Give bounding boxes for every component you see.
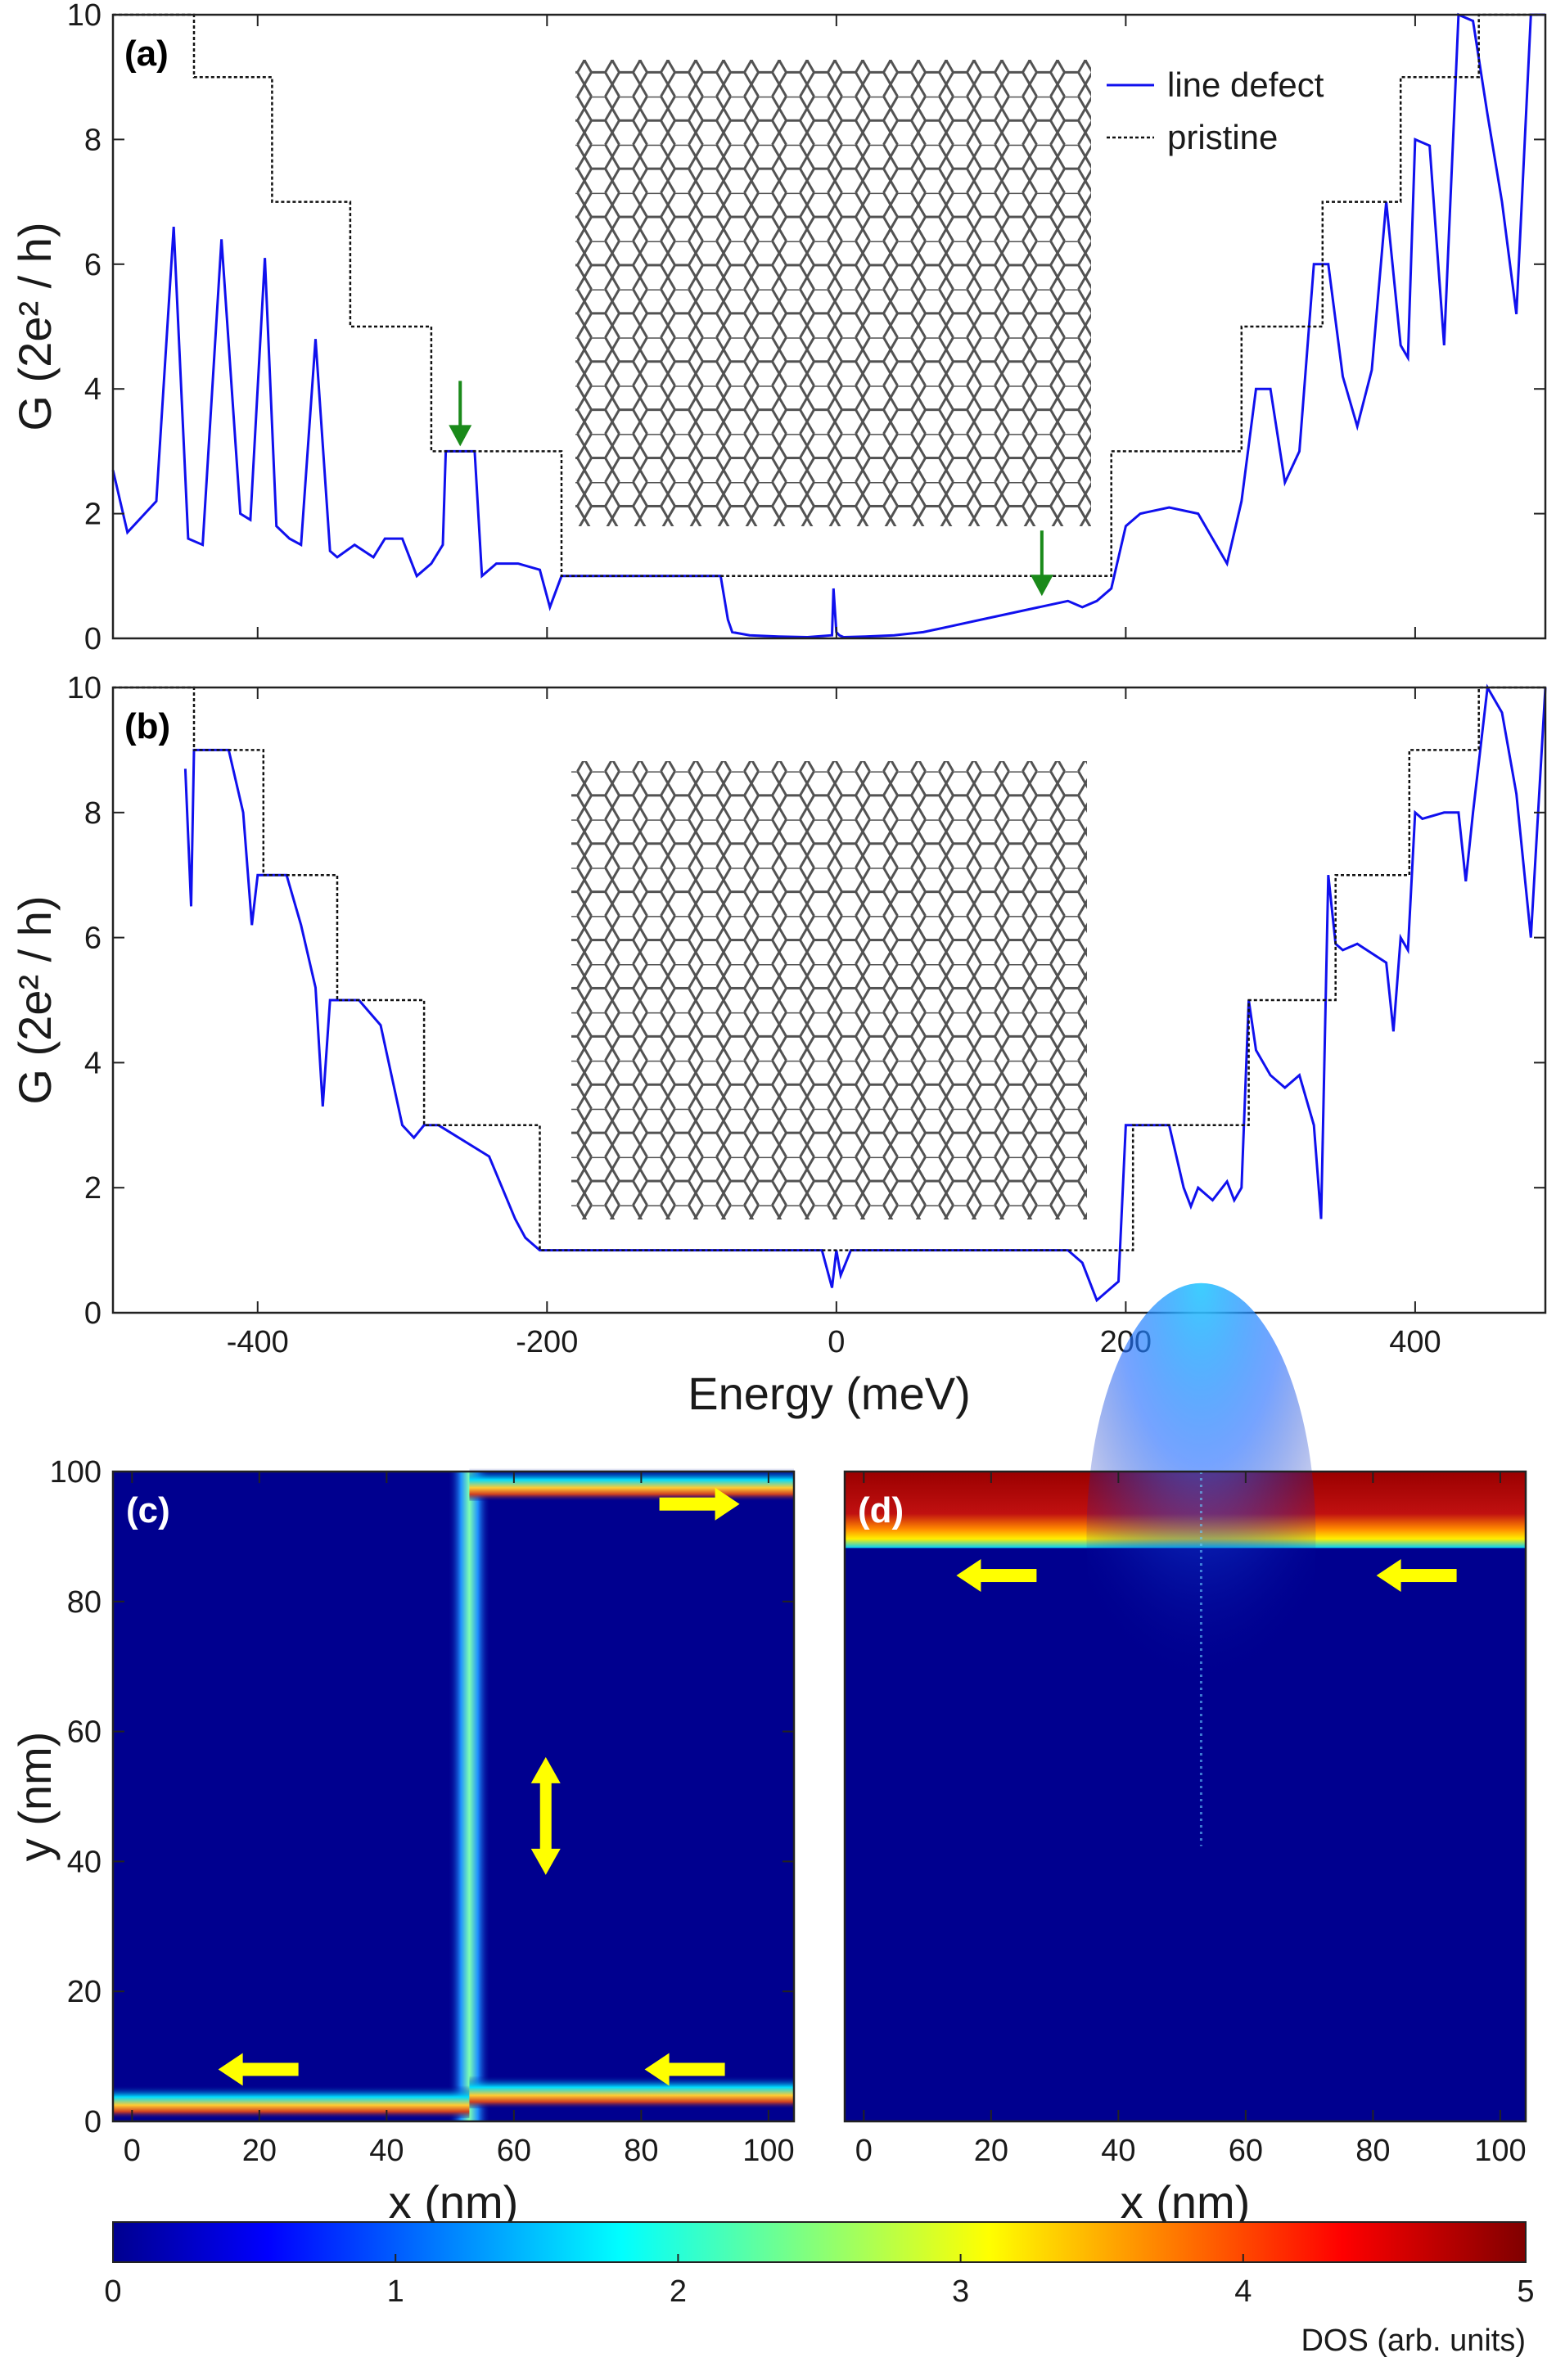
x-tick-label: 60 bbox=[1229, 2134, 1263, 2168]
panel-label: (d) bbox=[858, 1490, 904, 1530]
panel-label: (c) bbox=[126, 1490, 170, 1530]
x-axis-label: Energy (meV) bbox=[688, 1368, 970, 1419]
x-tick-label: 80 bbox=[1355, 2134, 1390, 2168]
axes-frame bbox=[111, 1470, 796, 2123]
y-tick-label: 10 bbox=[67, 0, 101, 33]
x-axis-label: x (nm) bbox=[1121, 2176, 1251, 2228]
y-tick-label: 10 bbox=[67, 671, 101, 705]
y-tick-label: 8 bbox=[84, 796, 101, 831]
y-tick-label: 40 bbox=[67, 1845, 101, 1879]
x-tick-label: 400 bbox=[1389, 1325, 1441, 1359]
panel-c: 0 20 40 60 80 100 0 20 40 60 80 100 x (nm) y (nm) (c) bbox=[9, 1455, 796, 2228]
legend-entry: line defect bbox=[1167, 65, 1324, 104]
y-axis-label: G (2e² / h) bbox=[9, 222, 61, 430]
x-tick-label: 0 bbox=[124, 2134, 141, 2168]
series-line-line-defect bbox=[183, 683, 1547, 1303]
y-tick-label: 20 bbox=[67, 1975, 101, 2009]
x-tick-label: 80 bbox=[624, 2134, 658, 2168]
panel-label: (b) bbox=[124, 706, 170, 746]
colorbar-tick-label: 4 bbox=[1234, 2274, 1252, 2309]
y-axis-label: y (nm) bbox=[9, 1732, 61, 1862]
flow-arrow-shaft bbox=[659, 1497, 725, 1511]
colorbar-tick-label: 2 bbox=[670, 2274, 687, 2309]
heatmap-edge-band bbox=[469, 1467, 794, 1501]
axes-frame bbox=[843, 1470, 1527, 2123]
y-tick-label: 2 bbox=[84, 498, 101, 532]
x-tick-label: 100 bbox=[742, 2134, 794, 2168]
x-tick-label: 100 bbox=[1474, 2134, 1526, 2168]
flow-arrow-shaft bbox=[1391, 1569, 1457, 1583]
y-tick-label: 100 bbox=[50, 1455, 101, 1490]
x-tick-label: 60 bbox=[497, 2134, 531, 2168]
flow-arrow-head bbox=[644, 2053, 670, 2086]
flow-arrow-head bbox=[530, 1756, 561, 1783]
x-tick-label: -200 bbox=[516, 1325, 578, 1359]
x-tick-label: 20 bbox=[974, 2134, 1008, 2168]
annotation-arrowhead bbox=[449, 425, 472, 447]
colorbar: 0 1 2 3 4 5 DOS (arb. units) bbox=[104, 2221, 1535, 2358]
y-tick-label: 60 bbox=[67, 1715, 101, 1750]
flow-arrow-head bbox=[956, 1559, 981, 1593]
colorbar-tick-label: 5 bbox=[1517, 2274, 1534, 2309]
x-tick-label: 40 bbox=[369, 2134, 404, 2168]
flow-arrow-shaft bbox=[971, 1569, 1037, 1583]
heatmap-edge-band bbox=[113, 2085, 470, 2119]
panel-d: 0 20 40 60 80 100 x (nm) (d) bbox=[843, 1282, 1527, 2228]
panel-label: (a) bbox=[124, 34, 169, 74]
flow-arrow-shaft bbox=[539, 1770, 552, 1861]
y-tick-label: 6 bbox=[84, 922, 101, 956]
y-tick-label: 6 bbox=[84, 248, 101, 282]
colorbar-tick-label: 0 bbox=[104, 2274, 121, 2309]
series-line-pristine bbox=[113, 686, 1545, 1251]
y-tick-label: 8 bbox=[84, 123, 101, 157]
y-tick-label: 0 bbox=[84, 622, 101, 656]
lattice-inset bbox=[575, 60, 1091, 526]
y-tick-label: 4 bbox=[84, 1046, 101, 1080]
heatmap-edge-band bbox=[448, 1472, 491, 2121]
series-line-line-defect bbox=[111, 12, 1545, 639]
flow-arrow-shaft bbox=[659, 2062, 725, 2076]
y-tick-label: 4 bbox=[84, 372, 101, 407]
axes-frame bbox=[111, 13, 1547, 640]
heatmap-edge-band bbox=[469, 2076, 794, 2109]
x-tick-label: 0 bbox=[855, 2134, 873, 2168]
x-axis-label: x (nm) bbox=[389, 2176, 519, 2228]
x-tick-label: 40 bbox=[1101, 2134, 1135, 2168]
axes-frame bbox=[111, 686, 1547, 1314]
flow-arrow-head bbox=[218, 2053, 243, 2086]
y-tick-label: 2 bbox=[84, 1171, 101, 1206]
colorbar-label: DOS (arb. units) bbox=[1301, 2324, 1526, 2358]
y-tick-label: 80 bbox=[67, 1585, 101, 1620]
panel-a: 0 2 4 6 8 10 G (2e² / h) (a) line defect pristine bbox=[9, 0, 1547, 656]
flow-arrow-head bbox=[1376, 1559, 1401, 1593]
colorbar-tick-label: 3 bbox=[952, 2274, 969, 2309]
legend-entry: pristine bbox=[1167, 118, 1278, 156]
flow-arrow-head bbox=[715, 1487, 740, 1521]
x-tick-label: 20 bbox=[242, 2134, 277, 2168]
colorbar-gradient bbox=[112, 2221, 1527, 2263]
series-line-pristine bbox=[113, 13, 1545, 578]
x-tick-label: 0 bbox=[828, 1325, 845, 1359]
y-tick-label: 0 bbox=[84, 2105, 101, 2139]
heatmap-plume bbox=[1086, 1282, 1316, 1791]
annotation-arrowhead bbox=[1030, 575, 1053, 597]
flow-arrow-head bbox=[530, 1848, 561, 1875]
y-tick-label: 0 bbox=[84, 1296, 101, 1331]
colorbar-tick-label: 1 bbox=[387, 2274, 404, 2309]
lattice-inset bbox=[571, 761, 1087, 1219]
x-tick-label: -400 bbox=[227, 1325, 289, 1359]
y-axis-label: G (2e² / h) bbox=[9, 895, 61, 1104]
flow-arrow-shaft bbox=[232, 2062, 299, 2076]
